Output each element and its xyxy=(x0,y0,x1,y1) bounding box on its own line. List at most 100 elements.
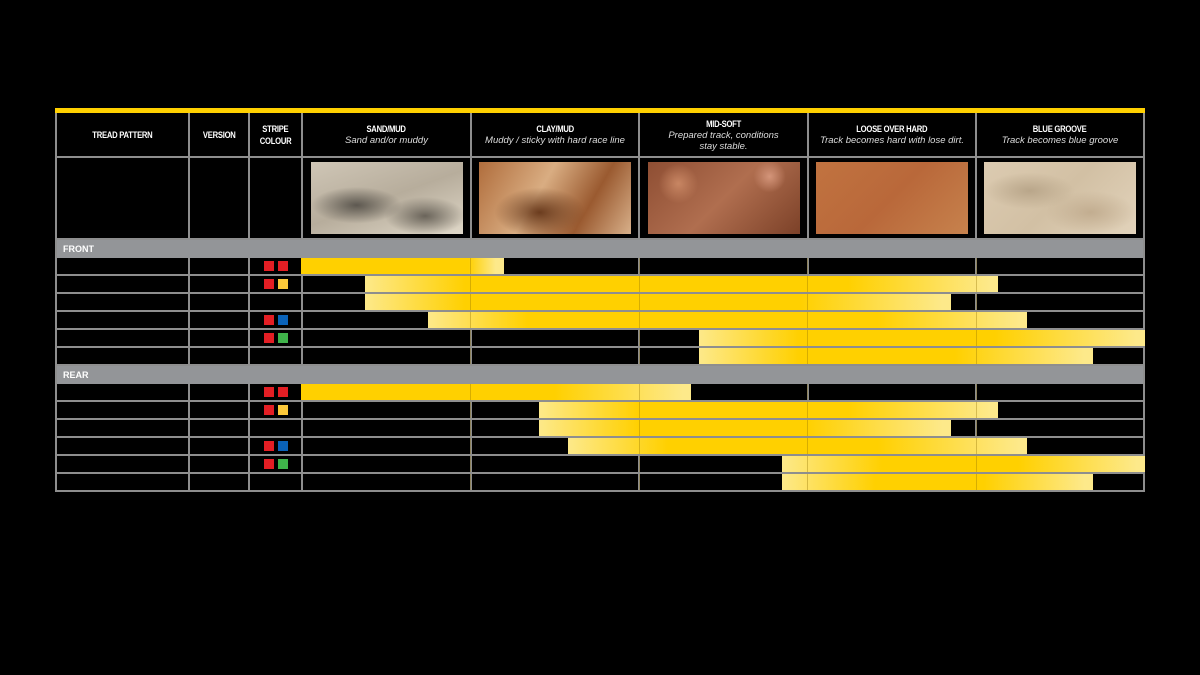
clay-photo xyxy=(479,162,631,234)
table-cell xyxy=(638,420,807,436)
section-band-front: FRONT xyxy=(55,240,1145,258)
table-cell xyxy=(975,276,1145,292)
stripe-colour-cell xyxy=(248,420,301,436)
table-cell xyxy=(975,312,1145,328)
table-cell xyxy=(975,420,1145,436)
red-stripe-swatch xyxy=(263,333,274,343)
table-cell xyxy=(470,420,638,436)
stripe-colour-cell xyxy=(248,348,301,364)
condition-name: SAND/MUD xyxy=(366,124,407,134)
red-stripe-swatch xyxy=(263,441,274,451)
red-stripe-swatch xyxy=(277,387,288,397)
table-cell xyxy=(638,348,807,364)
table-cell xyxy=(470,294,638,310)
header-row: TREAD PATTERN VERSION STRIPE COLOUR SAND/… xyxy=(55,113,1145,158)
condition-name: BLUE GROOVE xyxy=(1033,124,1087,134)
table-cell xyxy=(188,438,248,454)
blue-groove-photo xyxy=(984,162,1136,234)
table-cell xyxy=(55,474,188,490)
table-cell xyxy=(975,348,1145,364)
table-cell xyxy=(975,258,1145,274)
table-cell xyxy=(807,312,975,328)
tread-chart-table: TREAD PATTERN VERSION STRIPE COLOUR SAND/… xyxy=(55,113,1145,492)
condition-name: CLAY/MUD xyxy=(536,124,574,134)
photo-cell xyxy=(975,158,1145,238)
header-tread-pattern: TREAD PATTERN xyxy=(55,113,188,156)
stripe-colour-cell xyxy=(248,258,301,274)
red-stripe-swatch xyxy=(263,387,274,397)
table-row xyxy=(55,384,1145,402)
table-cell xyxy=(470,330,638,346)
header-condition: LOOSE OVER HARD Track becomes hard with l… xyxy=(807,113,975,156)
table-cell xyxy=(470,456,638,472)
condition-desc: Track becomes hard with lose dirt. xyxy=(820,135,964,146)
table-cell xyxy=(638,276,807,292)
table-cell xyxy=(638,402,807,418)
table-cell xyxy=(301,312,470,328)
header-condition: BLUE GROOVE Track becomes blue groove xyxy=(975,113,1145,156)
photo-cell xyxy=(470,158,638,238)
header-label: COLOUR xyxy=(259,135,292,146)
table-cell xyxy=(55,384,188,400)
stripe-colour-cell xyxy=(248,438,301,454)
table-cell xyxy=(807,438,975,454)
condition-name: MID-SOFT xyxy=(706,118,741,129)
sections: FRONT REAR xyxy=(55,240,1145,492)
green-stripe-swatch xyxy=(277,333,288,343)
green-stripe-swatch xyxy=(277,459,288,469)
table-cell xyxy=(301,276,470,292)
stripe-colour-cell xyxy=(248,312,301,328)
yellow-stripe-swatch xyxy=(277,405,288,415)
stripe-colour-cell xyxy=(248,402,301,418)
condition-name: LOOSE OVER HARD xyxy=(856,124,928,134)
stripe-colour-cell xyxy=(248,474,301,490)
table-cell xyxy=(975,474,1145,490)
blue-stripe-swatch xyxy=(277,315,288,325)
table-cell xyxy=(638,330,807,346)
table-cell xyxy=(807,384,975,400)
red-stripe-swatch xyxy=(263,261,274,271)
table-cell xyxy=(638,456,807,472)
table-cell xyxy=(188,402,248,418)
table-cell xyxy=(188,348,248,364)
red-stripe-swatch xyxy=(263,405,274,415)
table-cell xyxy=(301,402,470,418)
table-row xyxy=(55,456,1145,474)
table-cell xyxy=(638,312,807,328)
header-version: VERSION xyxy=(188,113,248,156)
header-condition: MID-SOFT Prepared track, conditions stay … xyxy=(638,113,807,156)
red-stripe-swatch xyxy=(277,261,288,271)
condition-desc: Sand and/or muddy xyxy=(345,135,428,146)
table-cell xyxy=(807,456,975,472)
table-cell xyxy=(55,438,188,454)
table-cell xyxy=(975,294,1145,310)
header-stripe-colour: STRIPE COLOUR xyxy=(248,113,301,156)
table-cell xyxy=(188,312,248,328)
table-cell xyxy=(188,420,248,436)
red-stripe-swatch xyxy=(263,459,274,469)
table-cell xyxy=(470,474,638,490)
table-cell xyxy=(470,276,638,292)
table-cell xyxy=(55,276,188,292)
table-cell xyxy=(188,294,248,310)
mid-soft-photo xyxy=(647,162,800,234)
header-label: STRIPE xyxy=(262,123,289,134)
table-cell xyxy=(807,294,975,310)
loose-over-hard-photo xyxy=(816,162,968,234)
photo-cell xyxy=(807,158,975,238)
table-cell xyxy=(301,420,470,436)
table-cell xyxy=(55,330,188,346)
table-row xyxy=(55,312,1145,330)
table-row xyxy=(55,258,1145,276)
header-condition: CLAY/MUD Muddy / sticky with hard race li… xyxy=(470,113,638,156)
table-cell xyxy=(55,348,188,364)
empty-cell xyxy=(248,158,301,238)
table-row xyxy=(55,438,1145,456)
table-cell xyxy=(188,330,248,346)
table-cell xyxy=(807,330,975,346)
table-row xyxy=(55,402,1145,420)
table-cell xyxy=(301,294,470,310)
stripe-colour-cell xyxy=(248,384,301,400)
table-cell xyxy=(55,456,188,472)
table-cell xyxy=(975,438,1145,454)
